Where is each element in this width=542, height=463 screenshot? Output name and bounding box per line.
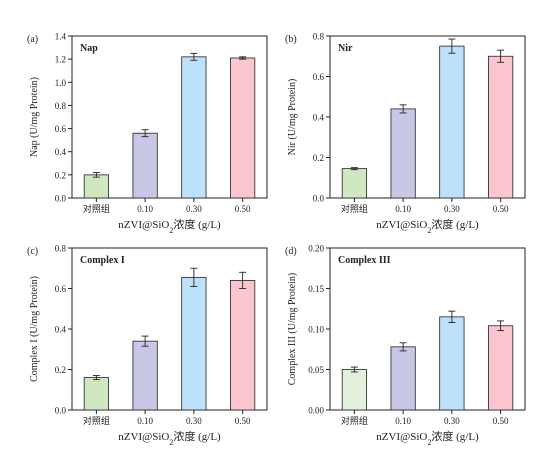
bar xyxy=(181,276,207,411)
panel-title: Complex III xyxy=(338,255,391,266)
chart-panel: 0.0 0.2 0.4 0.6 0.8 1.0 1.2 1.4 对照组 0.10 0.30 0.50 (… xyxy=(27,32,268,235)
y-axis-label: Complex I (U/mg Protein) xyxy=(29,276,40,382)
bar xyxy=(83,377,109,411)
x-axis-label: nZVI@SiO2浓度 (g/L) xyxy=(118,217,221,235)
y-tick-label: 0.20 xyxy=(308,244,324,254)
bar xyxy=(181,56,207,199)
x-tick-label: 0.10 xyxy=(395,204,411,214)
panel-title: Complex I xyxy=(80,255,125,266)
y-tick-label: 0.6 xyxy=(55,284,67,294)
x-tick-label: 对照组 xyxy=(341,415,368,426)
x-tick-label: 0.50 xyxy=(493,416,509,426)
y-tick-label: 0.2 xyxy=(55,365,66,375)
bar xyxy=(488,325,514,411)
bar xyxy=(341,369,367,411)
y-tick-label: 0.4 xyxy=(55,147,67,157)
y-tick-label: 0.4 xyxy=(313,113,325,123)
x-tick-label: 0.50 xyxy=(235,416,251,426)
x-tick-label: 0.30 xyxy=(444,416,460,426)
y-axis-label: Nap (U/mg Protein) xyxy=(29,77,40,157)
x-tick-label: 对照组 xyxy=(83,203,110,214)
x-axis-label: nZVI@SiO2浓度 (g/L) xyxy=(118,429,221,447)
bar xyxy=(341,168,367,199)
x-axis-label: nZVI@SiO2浓度 (g/L) xyxy=(376,429,479,447)
bar xyxy=(439,316,465,411)
bar xyxy=(439,45,465,199)
chart-panel: 0.00 0.05 0.10 0.15 0.20 对照组 0.10 0.30 0.50 (d) Co… xyxy=(285,244,526,447)
x-tick-label: 0.30 xyxy=(186,416,202,426)
y-tick-label: 0.8 xyxy=(55,101,67,111)
y-tick-label: 0.10 xyxy=(308,325,324,335)
panel-title: Nap xyxy=(80,43,98,54)
y-tick-label: 1.0 xyxy=(55,78,67,88)
bar xyxy=(390,108,416,199)
y-tick-label: 0.05 xyxy=(308,365,324,375)
x-tick-label: 对照组 xyxy=(341,203,368,214)
x-tick-label: 0.50 xyxy=(235,204,251,214)
bar xyxy=(390,346,416,411)
y-tick-label: 0.2 xyxy=(55,170,66,180)
y-tick-label: 0.0 xyxy=(55,406,67,416)
panel-label: (d) xyxy=(285,246,297,257)
bar xyxy=(83,174,109,199)
y-tick-label: 0.6 xyxy=(55,124,67,134)
x-tick-label: 0.10 xyxy=(395,416,411,426)
x-axis-label: nZVI@SiO2浓度 (g/L) xyxy=(376,217,479,235)
x-tick-label: 0.50 xyxy=(493,204,509,214)
y-tick-label: 0.15 xyxy=(308,284,324,294)
x-tick-label: 对照组 xyxy=(83,415,110,426)
y-tick-label: 0.8 xyxy=(313,32,325,42)
bar xyxy=(488,55,514,199)
bar xyxy=(230,57,256,199)
y-tick-label: 0.00 xyxy=(308,406,324,416)
y-tick-label: 0.6 xyxy=(313,72,325,82)
x-tick-label: 0.30 xyxy=(444,204,460,214)
x-tick-label: 0.30 xyxy=(186,204,202,214)
y-tick-label: 0.8 xyxy=(55,244,67,254)
panel-title: Nir xyxy=(338,43,353,54)
y-tick-label: 0.0 xyxy=(313,194,325,204)
y-tick-label: 1.2 xyxy=(55,55,66,65)
x-tick-label: 0.10 xyxy=(137,416,153,426)
bar xyxy=(132,132,158,199)
y-tick-label: 1.4 xyxy=(55,32,67,42)
bar xyxy=(230,279,256,411)
chart-panel: 0.0 0.2 0.4 0.6 0.8 对照组 0.10 0.30 0.50 (b) Nir nZVI… xyxy=(285,32,526,235)
y-axis-label: Complex III (U/mg Protein) xyxy=(287,273,298,385)
panel-label: (a) xyxy=(27,34,38,45)
y-tick-label: 0.4 xyxy=(55,325,67,335)
x-tick-label: 0.10 xyxy=(137,204,153,214)
bar xyxy=(132,340,158,411)
chart-panel: 0.0 0.2 0.4 0.6 0.8 对照组 0.10 0.30 0.50 (c) Complex… xyxy=(27,244,268,447)
y-axis-label: Nir (U/mg Protein) xyxy=(287,79,298,156)
y-tick-label: 0.2 xyxy=(313,153,324,163)
panel-label: (b) xyxy=(285,34,297,45)
panel-label: (c) xyxy=(27,246,38,257)
y-tick-label: 0.0 xyxy=(55,194,67,204)
plot-frame xyxy=(71,35,268,199)
